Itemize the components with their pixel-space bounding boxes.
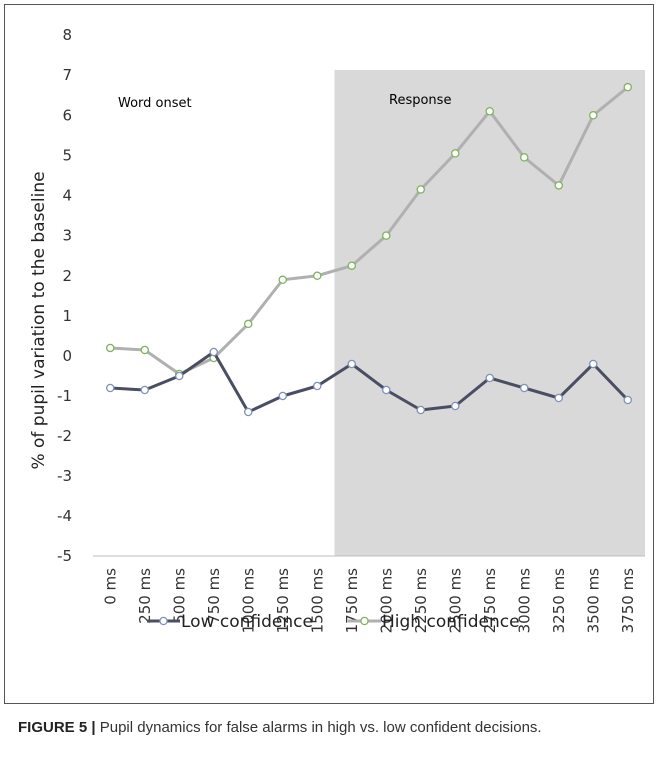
data-point-low-confidence xyxy=(278,391,287,401)
data-point-high-confidence xyxy=(140,345,149,355)
data-point-low-confidence xyxy=(243,407,253,417)
y-tick-label: -1 xyxy=(57,387,72,405)
x-tick-label: 1750 ms xyxy=(343,568,361,634)
data-point-high-confidence xyxy=(106,343,115,353)
y-tick-label: 7 xyxy=(62,66,72,84)
data-point-low-confidence xyxy=(381,385,391,395)
word-onset-annotation: Word onset xyxy=(118,96,192,111)
x-tick-label: 2250 ms xyxy=(412,568,430,634)
y-tick-label: 3 xyxy=(62,227,72,245)
figure-caption: FIGURE 5 | Pupil dynamics for false alar… xyxy=(18,716,643,739)
x-axis-ticks: 0 ms 250 ms 500 ms 750 ms 1000 ms 1250 ms 1500… xyxy=(101,568,637,634)
data-point-low-confidence xyxy=(106,383,115,393)
x-tick-label: 1000 ms xyxy=(239,568,257,634)
data-point-low-confidence xyxy=(209,347,218,357)
data-point-low-confidence xyxy=(554,393,564,403)
data-point-low-confidence xyxy=(347,359,356,369)
data-point-high-confidence xyxy=(589,111,598,120)
x-tick-label: 1500 ms xyxy=(308,568,326,634)
data-point-low-confidence xyxy=(416,405,425,415)
x-tick-label: 3750 ms xyxy=(619,568,637,634)
x-tick-label: 500 ms xyxy=(170,568,188,624)
data-point-low-confidence xyxy=(589,359,598,369)
x-tick-label: 3250 ms xyxy=(550,568,568,634)
caption-figure-label: FIGURE 5 xyxy=(18,719,88,736)
x-tick-label: 2500 ms xyxy=(446,568,464,634)
data-point-low-confidence xyxy=(450,401,460,411)
data-point-low-confidence xyxy=(312,381,322,391)
data-point-high-confidence xyxy=(623,82,633,92)
y-tick-label: 6 xyxy=(62,106,72,124)
response-region-shading xyxy=(334,70,645,556)
series-layer xyxy=(106,82,633,417)
legend: Low confidence High confidence xyxy=(147,612,520,632)
y-tick-label: -2 xyxy=(57,427,72,445)
caption-separator: | xyxy=(91,719,96,736)
data-point-low-confidence xyxy=(623,395,633,405)
response-annotation: Response xyxy=(389,93,451,108)
y-tick-label: -4 xyxy=(57,507,72,525)
y-tick-label: 1 xyxy=(62,307,72,325)
y-tick-label: -3 xyxy=(57,467,72,485)
data-point-low-confidence xyxy=(520,383,529,393)
x-tick-label: 750 ms xyxy=(205,568,223,624)
y-axis-ticks: -5 -4 -3 -2 -1 0 1 2 3 4 5 6 7 8 xyxy=(57,26,72,565)
y-tick-label: 0 xyxy=(62,347,72,365)
x-tick-label: 2750 ms xyxy=(481,568,499,634)
data-point-high-confidence xyxy=(312,271,322,280)
x-tick-label: 2000 ms xyxy=(377,568,395,634)
data-point-low-confidence xyxy=(174,371,184,381)
y-tick-label: -5 xyxy=(57,547,72,565)
data-point-high-confidence xyxy=(554,181,564,190)
data-point-high-confidence xyxy=(381,231,391,240)
data-point-high-confidence xyxy=(278,275,287,285)
x-tick-label: 0 ms xyxy=(101,568,119,605)
data-point-high-confidence xyxy=(485,106,494,116)
data-point-high-confidence xyxy=(450,149,460,158)
line-chart: -5 -4 -3 -2 -1 0 1 2 3 4 5 6 7 8 0 ms 250 ms 500 ms 750 … xyxy=(29,26,645,634)
caption-text: Pupil dynamics for false alarms in high … xyxy=(99,719,542,736)
data-point-high-confidence xyxy=(243,319,253,329)
series-line-low-confidence xyxy=(110,350,629,414)
y-tick-label: 8 xyxy=(62,26,72,44)
data-point-high-confidence xyxy=(416,185,425,194)
data-point-low-confidence xyxy=(140,385,149,395)
data-point-high-confidence xyxy=(520,153,529,162)
x-tick-label: 1250 ms xyxy=(274,568,292,634)
x-tick-label: 3000 ms xyxy=(515,568,533,634)
y-tick-label: 5 xyxy=(62,146,72,164)
y-axis-title: % of pupil variation to the baseline xyxy=(29,171,49,469)
legend-label-high-confidence: High confidence xyxy=(382,612,520,632)
legend-swatch-marker-low-confidence xyxy=(159,616,168,626)
y-tick-label: 2 xyxy=(62,267,72,285)
x-tick-label: 250 ms xyxy=(136,568,154,624)
y-tick-label: 4 xyxy=(62,187,72,205)
legend-swatch-marker-high-confidence xyxy=(360,616,369,626)
series-line-high-confidence xyxy=(110,85,629,376)
data-point-high-confidence xyxy=(347,261,356,270)
legend-label-low-confidence: Low confidence xyxy=(181,612,313,632)
figure-frame xyxy=(4,4,654,704)
x-tick-label: 3500 ms xyxy=(584,568,602,634)
data-point-low-confidence xyxy=(485,373,494,383)
